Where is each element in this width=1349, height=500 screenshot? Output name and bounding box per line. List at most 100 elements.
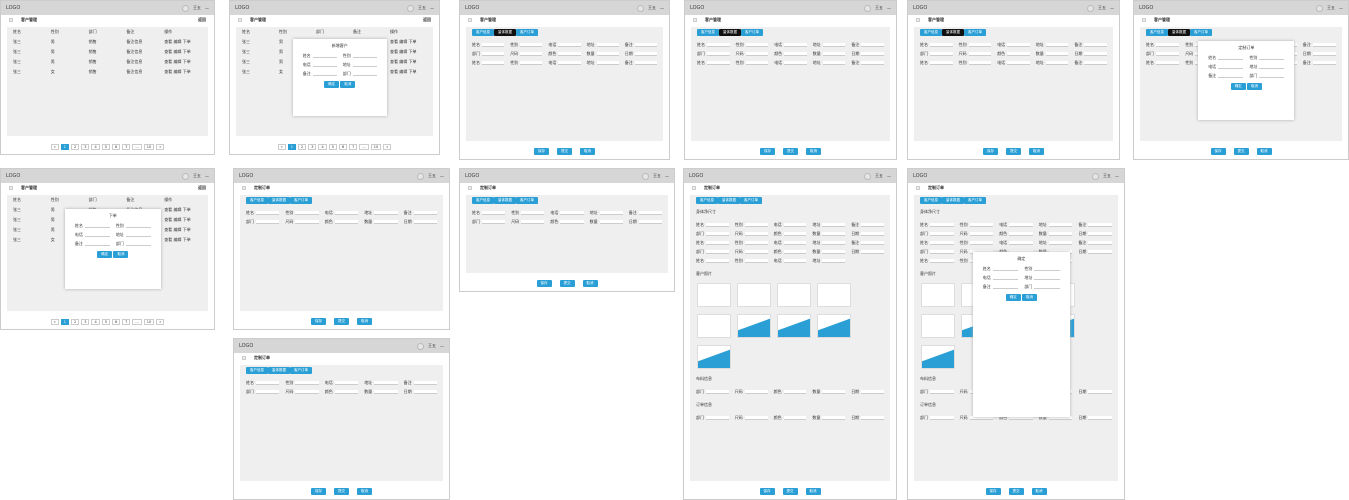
page-button[interactable]: 6 [111,319,121,325]
field-input[interactable] [822,223,846,227]
action-button[interactable]: 保存 [1210,148,1226,155]
field-input[interactable] [969,241,994,245]
action-button[interactable]: 取消 [1256,148,1272,155]
tab-0[interactable]: 客户信息 [246,367,268,374]
field-input[interactable] [930,250,954,254]
tab-0[interactable]: 客户信息 [920,197,942,204]
page-button[interactable]: 10 [143,319,155,325]
field-input[interactable] [861,416,884,420]
page-button[interactable]: 3 [81,144,90,150]
field-input[interactable] [783,232,807,236]
user-name[interactable]: 王五 [648,5,656,10]
action-link[interactable]: 编辑 [399,49,409,54]
tab-2[interactable]: 客户订单 [516,197,538,204]
photo-box[interactable] [921,345,955,369]
field-input[interactable] [352,54,377,59]
tab-0[interactable]: 客户信息 [696,197,718,204]
bell-icon[interactable] [864,4,871,12]
field-input[interactable] [125,233,151,237]
field-input[interactable] [783,250,807,254]
field-input[interactable] [861,232,884,236]
field-input[interactable] [783,241,807,245]
field-input[interactable] [256,390,280,394]
menu-icon[interactable]: — [665,173,669,179]
field-input[interactable] [558,43,581,47]
bell-icon[interactable] [1087,4,1094,12]
field-input[interactable] [312,72,337,77]
field-input[interactable] [638,211,662,215]
field-input[interactable] [256,381,280,385]
tab-2[interactable]: 客户订单 [1190,29,1212,36]
field-input[interactable] [930,259,954,263]
field-input[interactable] [256,211,280,215]
field-input[interactable] [930,390,954,394]
field-input[interactable] [822,61,846,65]
user-name[interactable]: 王五 [875,5,883,10]
field-input[interactable] [84,233,110,237]
page-button[interactable]: 4 [91,144,100,150]
field-input[interactable] [992,284,1019,289]
page-button[interactable]: 2 [71,144,80,150]
photo-box[interactable] [737,314,771,338]
back-link[interactable]: 返回 [198,185,206,190]
cancel-button[interactable]: 取消 [113,251,129,258]
field-input[interactable] [334,211,359,215]
page-button[interactable]: 7 [122,319,131,325]
page-button[interactable]: 2 [71,319,80,325]
action-link[interactable]: 编辑 [173,69,183,74]
field-input[interactable] [334,220,359,224]
field-input[interactable] [295,390,319,394]
field-input[interactable] [1084,52,1107,56]
field-input[interactable] [1218,64,1244,69]
field-input[interactable] [784,61,807,65]
user-name[interactable]: 王五 [1103,173,1111,178]
checkbox-icon[interactable] [242,356,246,360]
menu-icon[interactable]: — [205,5,209,11]
field-input[interactable] [744,390,768,394]
field-input[interactable] [352,63,377,68]
field-input[interactable] [374,211,398,215]
action-button[interactable]: 取消 [582,280,598,287]
page-button[interactable]: 2 [298,144,307,150]
page-button[interactable]: 4 [318,144,327,150]
tab-1[interactable]: 量体数据 [494,197,516,204]
menu-icon[interactable]: — [887,5,891,11]
checkbox-icon[interactable] [692,186,696,190]
back-link[interactable]: 返回 [423,17,431,22]
field-input[interactable] [707,52,730,56]
cancel-button[interactable]: 取消 [1246,82,1262,90]
action-link[interactable]: 编辑 [173,39,183,44]
bell-icon[interactable] [1316,4,1323,12]
action-link[interactable]: 查看 [164,59,174,64]
field-input[interactable] [930,61,953,65]
field-input[interactable] [744,232,768,236]
page-button[interactable]: 5 [101,144,110,150]
field-input[interactable] [707,61,730,65]
field-input[interactable] [822,250,846,254]
field-input[interactable] [784,52,807,56]
page-button[interactable]: 1 [60,319,69,325]
field-input[interactable] [1084,61,1107,65]
field-input[interactable] [992,275,1019,280]
menu-icon[interactable]: — [1110,5,1114,11]
field-input[interactable] [295,220,319,224]
action-link[interactable]: 编辑 [173,59,183,64]
confirm-button[interactable]: 确定 [324,81,340,89]
field-input[interactable] [783,416,807,420]
field-input[interactable] [745,52,769,56]
field-input[interactable] [784,43,807,47]
action-link[interactable]: 编辑 [173,237,183,242]
action-button[interactable]: 提交 [1006,148,1021,155]
field-input[interactable] [861,223,884,227]
page-button[interactable]: 4 [91,319,100,325]
action-button[interactable]: 取消 [805,488,821,495]
action-link[interactable]: 编辑 [399,59,409,64]
action-link[interactable]: 编辑 [173,217,183,222]
field-input[interactable] [968,52,992,56]
back-link[interactable]: 返回 [198,17,206,22]
action-link[interactable]: 查看 [164,69,174,74]
action-link[interactable]: 下单 [408,69,417,74]
field-input[interactable] [744,250,768,254]
field-input[interactable] [1312,52,1336,56]
action-button[interactable]: 保存 [760,148,775,155]
